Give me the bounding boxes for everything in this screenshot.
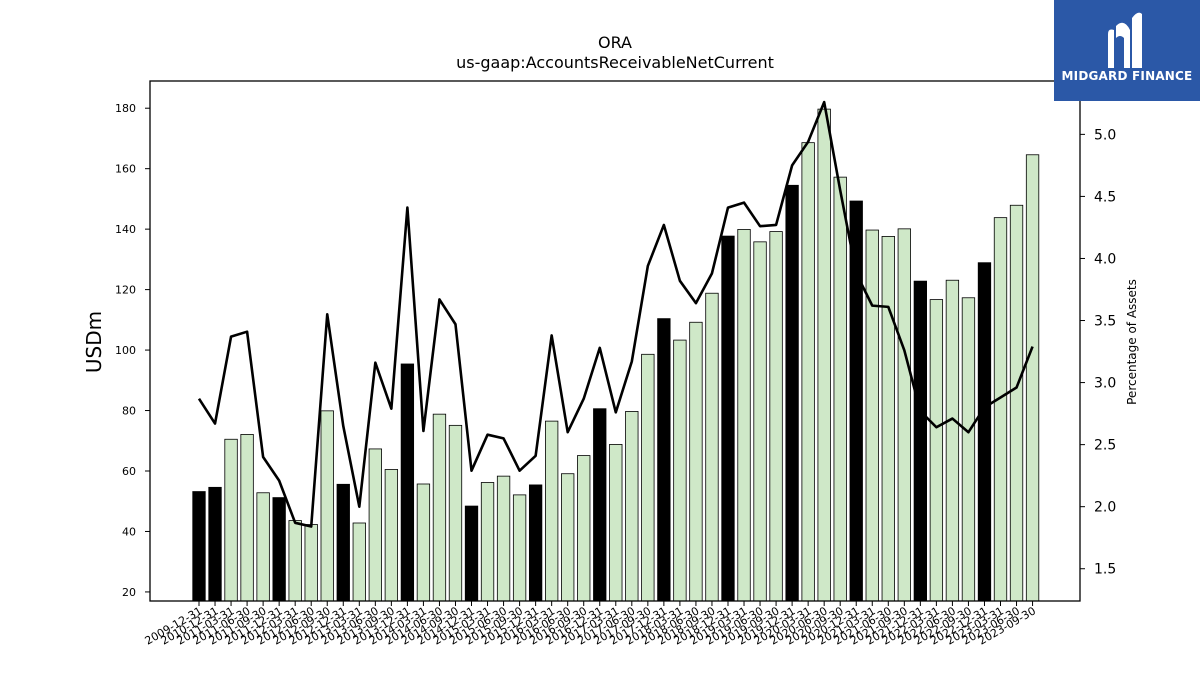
y-tick-label: 140 bbox=[115, 223, 136, 236]
bar-2023-06-30 bbox=[1009, 204, 1024, 602]
bar-group bbox=[192, 108, 1040, 602]
bar-2012-06-30 bbox=[304, 524, 318, 602]
bar-2021-12-31 bbox=[913, 280, 927, 602]
bar-2018-09-30 bbox=[705, 292, 719, 602]
bar-2016-12-31 bbox=[593, 408, 607, 602]
bar-2011-12-31 bbox=[272, 497, 286, 602]
bar-2019-12-31 bbox=[785, 184, 799, 602]
bar-2014-12-31 bbox=[464, 505, 479, 602]
y2-tick-label: 2.0 bbox=[1094, 500, 1116, 516]
percentage-line bbox=[197, 100, 1034, 528]
y2-tick-label: 5.0 bbox=[1094, 127, 1116, 143]
bar-2013-03-31 bbox=[352, 522, 366, 602]
bar-2012-03-31 bbox=[288, 520, 302, 602]
bar-2015-03-31 bbox=[480, 482, 495, 602]
bar-2022-09-30 bbox=[961, 297, 976, 602]
bar-2018-12-31 bbox=[721, 235, 735, 602]
bar-2012-12-31 bbox=[336, 483, 350, 602]
bar-2016-06-30 bbox=[561, 473, 575, 602]
y2-tick-label: 2.5 bbox=[1094, 438, 1116, 454]
bar-2021-06-30 bbox=[881, 235, 895, 602]
bar-2015-06-30 bbox=[496, 475, 511, 602]
y2-tick-label: 3.0 bbox=[1094, 376, 1116, 392]
bar-2020-03-31 bbox=[801, 142, 815, 602]
bar-2017-09-30 bbox=[641, 353, 655, 602]
bar-2014-09-30 bbox=[448, 424, 463, 602]
y2-tick-label: 4.5 bbox=[1094, 189, 1116, 205]
bar-2020-06-30 bbox=[817, 108, 831, 602]
bar-2021-09-30 bbox=[897, 228, 911, 602]
y-tick-label: 160 bbox=[115, 163, 136, 176]
y-tick-label: 100 bbox=[115, 344, 136, 357]
bar-2019-06-30 bbox=[753, 241, 767, 602]
line-group bbox=[197, 100, 1034, 528]
chart-subtitle: us-gaap:AccountsReceivableNetCurrent bbox=[456, 53, 774, 72]
bar-2017-06-30 bbox=[625, 411, 639, 602]
bar-2013-12-31 bbox=[400, 363, 415, 602]
bar-2012-09-30 bbox=[320, 410, 334, 602]
bar-2015-12-31 bbox=[528, 484, 543, 602]
y-tick-label: 40 bbox=[122, 525, 136, 538]
bar-2021-03-31 bbox=[865, 229, 879, 602]
bar-2017-12-31 bbox=[657, 318, 671, 602]
bar-2009-12-31 bbox=[192, 491, 206, 602]
bar-2019-03-31 bbox=[737, 229, 751, 602]
chart-title: ORA bbox=[598, 33, 632, 52]
y-tick-label: 120 bbox=[115, 284, 136, 297]
midgard-logo-icon bbox=[1108, 12, 1142, 68]
bar-2010-12-31 bbox=[208, 486, 222, 602]
y2-tick-label: 1.5 bbox=[1094, 562, 1116, 578]
bar-2013-06-30 bbox=[368, 448, 382, 602]
bar-2019-09-30 bbox=[769, 231, 783, 602]
bar-2014-06-30 bbox=[432, 413, 447, 602]
bar-2023-03-31 bbox=[993, 217, 1008, 602]
bar-2018-03-31 bbox=[673, 339, 687, 602]
bar-2013-09-30 bbox=[384, 469, 399, 602]
bar-2023-09-30 bbox=[1025, 154, 1040, 602]
y-axis-label: USDm bbox=[82, 311, 106, 373]
bar-2011-09-30 bbox=[256, 492, 270, 602]
y2-tick-label: 4.0 bbox=[1094, 251, 1116, 267]
bar-2017-03-31 bbox=[609, 443, 623, 602]
bar-2011-06-30 bbox=[240, 434, 254, 602]
bar-2014-03-31 bbox=[416, 483, 431, 602]
bar-2016-09-30 bbox=[577, 455, 591, 602]
bar-2020-09-30 bbox=[833, 176, 847, 602]
bar-2015-09-30 bbox=[512, 494, 527, 602]
bar-2018-06-30 bbox=[689, 321, 703, 602]
plot-frame bbox=[149, 80, 1081, 602]
bar-2022-06-30 bbox=[945, 279, 960, 602]
y-tick-label: 20 bbox=[122, 586, 136, 599]
bar-2016-03-31 bbox=[545, 420, 559, 602]
bar-2020-12-31 bbox=[849, 200, 863, 602]
brand-name: MIDGARD FINANCE bbox=[1061, 69, 1193, 83]
bar-2022-03-31 bbox=[929, 299, 944, 602]
y-tick-label: 60 bbox=[122, 465, 136, 478]
y2-tick-label: 3.5 bbox=[1094, 314, 1116, 330]
y2-axis-label: Percentage of Assets bbox=[1125, 279, 1139, 405]
y-tick-label: 80 bbox=[122, 405, 136, 418]
brand-logo: MIDGARD FINANCE bbox=[1054, 0, 1200, 101]
axes: 20 40 60 80 100 120 140 160 180 1.5 2.0 2.5 3.0 3.5 4.… bbox=[115, 80, 1116, 648]
y-tick-label: 180 bbox=[115, 102, 136, 115]
bar-2022-12-31 bbox=[977, 262, 992, 602]
bar-2011-03-31 bbox=[224, 438, 238, 602]
